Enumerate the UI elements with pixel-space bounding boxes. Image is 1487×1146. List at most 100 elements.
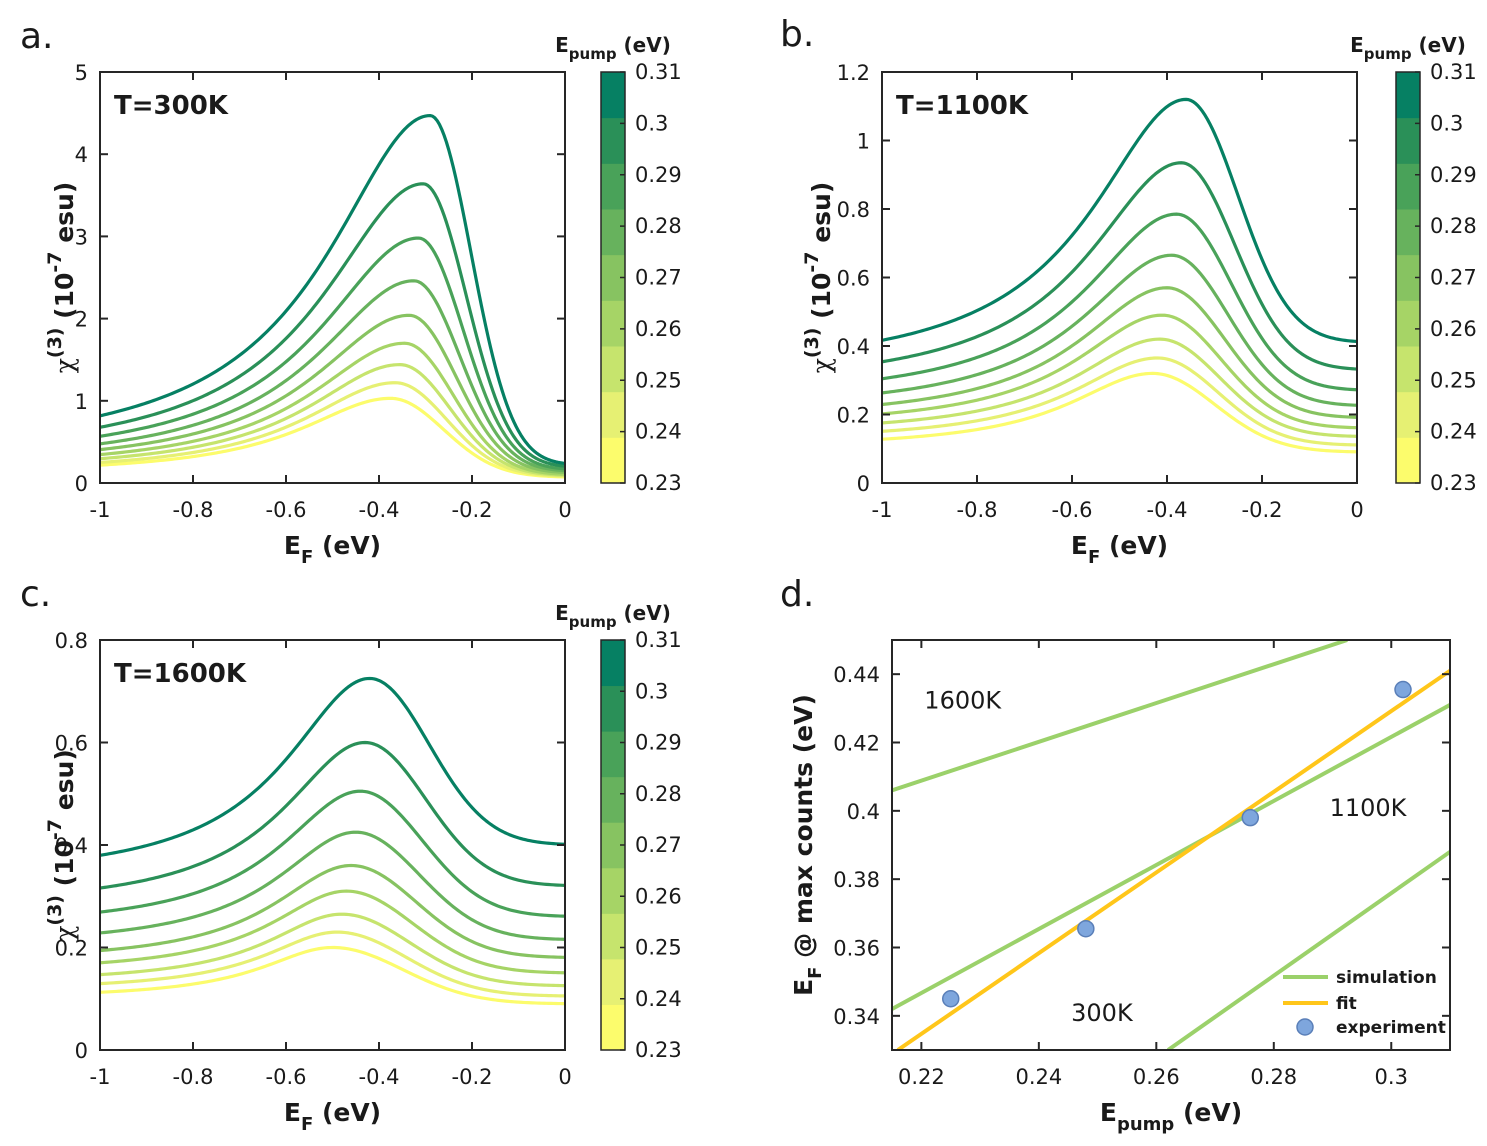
colorbar-segment [601,913,625,960]
y-tick-label: 1.2 [837,61,870,85]
legend-label-experiment: experiment [1336,1018,1446,1038]
y-axis-title-sub: F [805,967,826,979]
series-group [892,640,1450,1050]
colorbar-tick-label: 0.26 [635,884,682,908]
x-tick-label: -0.8 [957,498,998,522]
y-tick-label: 0.8 [55,629,88,653]
y-tick-label: 0.42 [833,732,880,756]
series-line-0.28 [882,313,1357,430]
y-tick-label: 0 [857,472,870,496]
y-tick-label: 2 [75,308,88,332]
x-tick-label: -1 [90,1065,111,1089]
line-1600K [892,640,1348,793]
x-axis-title-unit: (eV) [313,1098,381,1127]
series-group [882,97,1357,454]
colorbar-tick-label: 0.23 [635,1038,682,1062]
colorbar-tick-label: 0.31 [635,60,682,84]
y-axis-title-exp: -7 [44,251,66,272]
y-tick-label: 0.2 [837,404,870,428]
colorbar-title-sub: pump [1364,45,1412,63]
colorbar-title-main: E [1350,33,1364,57]
temperature-label: T=1600K [114,659,247,689]
y-axis-title-chi: χ [50,926,79,941]
y-tick-label: 4 [75,143,88,167]
y-axis-title-unit: esu) [807,182,836,252]
colorbar-tick-label: 0.29 [1430,163,1477,187]
colorbar-segment [601,300,625,347]
y-tick-label: 1 [857,130,870,154]
series-line-0.29 [882,337,1357,438]
y-axis-title-mid: (10 [807,273,836,328]
y-axis-title-sup: (3) [44,328,66,359]
y-tick-label: 0.8 [837,198,870,222]
y-tick-label: 0.4 [837,335,870,359]
colorbar-segment [601,958,625,1005]
colorbar-tick-label: 0.25 [635,936,682,960]
colorbar-title: Epump (eV) [555,33,671,63]
colorbar-segment [601,776,625,823]
colorbar-segment [1396,346,1420,393]
y-tick-label: 0.34 [833,1005,880,1029]
y-axis-title-mid: (10 [50,840,79,895]
x-axis-title-sub: F [1088,547,1100,568]
experiment-point [1241,808,1260,827]
line-300K [1166,850,1450,1050]
colorbar-title: Epump (eV) [1350,33,1466,63]
series-line-0.26 [100,279,565,473]
colorbar-tick-label: 0.25 [635,368,682,392]
colorbar-tick-label: 0.25 [1430,368,1477,392]
experiment-point [941,990,960,1008]
x-tick-label: -1 [872,498,893,522]
plot-frame [891,639,1451,1051]
colorbar-2: 0.31 0.3 0.29 0.28 0.27 0.26 0.25 0.24 0.23 Epump… [1350,33,1477,495]
y-axis-title-mid: (10 [50,273,79,328]
colorbar-segment [601,867,625,914]
x-tick-label: -0.4 [359,1065,400,1089]
y-axis-title-chi: χ [50,358,79,373]
colorbar-tick-label: 0.28 [635,214,682,238]
x-axis-title: Epump (eV) [1100,1098,1242,1135]
x-axis-title: EF (eV) [284,1098,381,1135]
y-tick-label: 0.36 [833,937,880,961]
series-line-0.24 [100,182,565,468]
x-tick-label: -0.8 [173,498,214,522]
experiment-point [1394,680,1412,699]
y-tick-label: 1 [75,390,88,414]
x-tick-label: 0.24 [1015,1065,1062,1089]
plot-frame [99,71,566,484]
series-line-0.27 [882,286,1357,419]
colorbar-tick-label: 0.28 [635,782,682,806]
colorbar-tick-label: 0.29 [635,163,682,187]
x-axis-title-unit: (eV) [313,531,381,560]
x-tick-label: -0.2 [452,1065,493,1089]
colorbar-tick-label: 0.26 [635,317,682,341]
panel-c: -1 -0.8 -0.6 -0.4 -0.2 000.20.40.60.8EF (eV)χ… [20,574,572,1135]
x-axis-title-main: E [284,531,301,560]
x-tick-label: 0 [558,1065,571,1089]
line-1100K [892,703,1450,1011]
y-axis-title-exp: -7 [801,251,823,272]
panel-letter: b. [780,14,814,55]
y-tick-label: 0.38 [833,868,880,892]
y-axis-title-unit: esu) [50,182,79,252]
series-group [100,113,565,479]
x-tick-label: -0.8 [173,1065,214,1089]
colorbar-tick-label: 0.24 [635,420,682,444]
legend-swatch-experiment [1296,1018,1314,1036]
panel-b: -1 -0.8 -0.6 -0.4 -0.2 000.20.40.60.811.2EF (… [780,14,1364,568]
y-axis-title: χ(3) (10-7 esu) [44,182,79,374]
line-label-1100K: 1100K [1330,794,1408,822]
series-line-0.29 [100,912,565,988]
colorbar-title-sub: pump [569,613,617,631]
x-axis-title-main: E [1100,1098,1117,1127]
series-line-0.26 [100,830,565,941]
colorbar-segment [601,731,625,778]
x-tick-label: 0 [558,498,571,522]
x-axis-title: EF (eV) [1071,531,1168,568]
y-axis-title-main: E [789,979,818,996]
series-line-0.3 [100,930,565,998]
colorbar-tick-label: 0.24 [635,987,682,1011]
series-line-0.28 [100,889,565,975]
colorbar-segment [1396,437,1420,484]
colorbar-tick-label: 0.26 [1430,317,1477,341]
